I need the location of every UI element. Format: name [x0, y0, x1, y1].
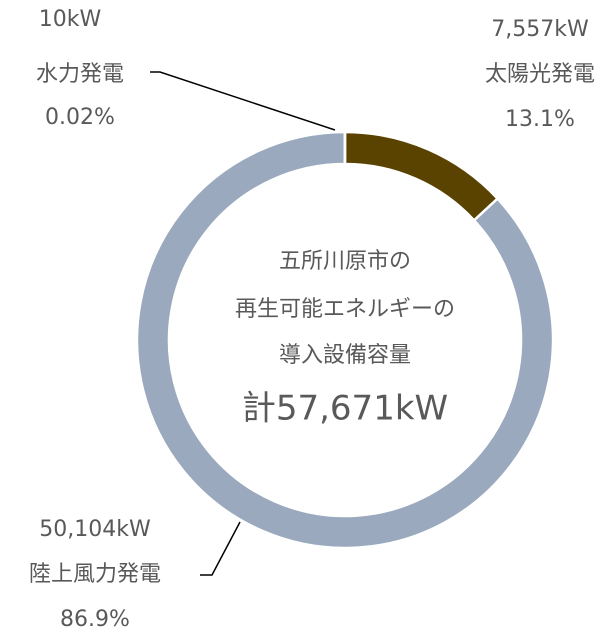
center-text: 計57,671kW [242, 389, 448, 429]
leader-line [200, 521, 241, 576]
percent-label: 13.1% [505, 107, 575, 132]
value-label: 10kW [39, 7, 102, 32]
donut-segment [135, 130, 555, 550]
value-label: 50,104kW [39, 517, 151, 542]
donut-segment [343, 130, 500, 223]
percent-label: 86.9% [60, 607, 130, 632]
category-label: 陸上風力発電 [29, 562, 161, 587]
percent-label: 0.02% [45, 105, 115, 130]
center-text: 五所川原市の [279, 249, 411, 274]
category-label: 水力発電 [36, 62, 124, 87]
category-label: 太陽光発電 [485, 62, 595, 87]
center-text: 再生可能エネルギーの [235, 297, 455, 322]
leader-line [150, 71, 336, 131]
value-label: 7,557kW [491, 17, 589, 42]
center-text: 導入設備容量 [279, 343, 411, 368]
